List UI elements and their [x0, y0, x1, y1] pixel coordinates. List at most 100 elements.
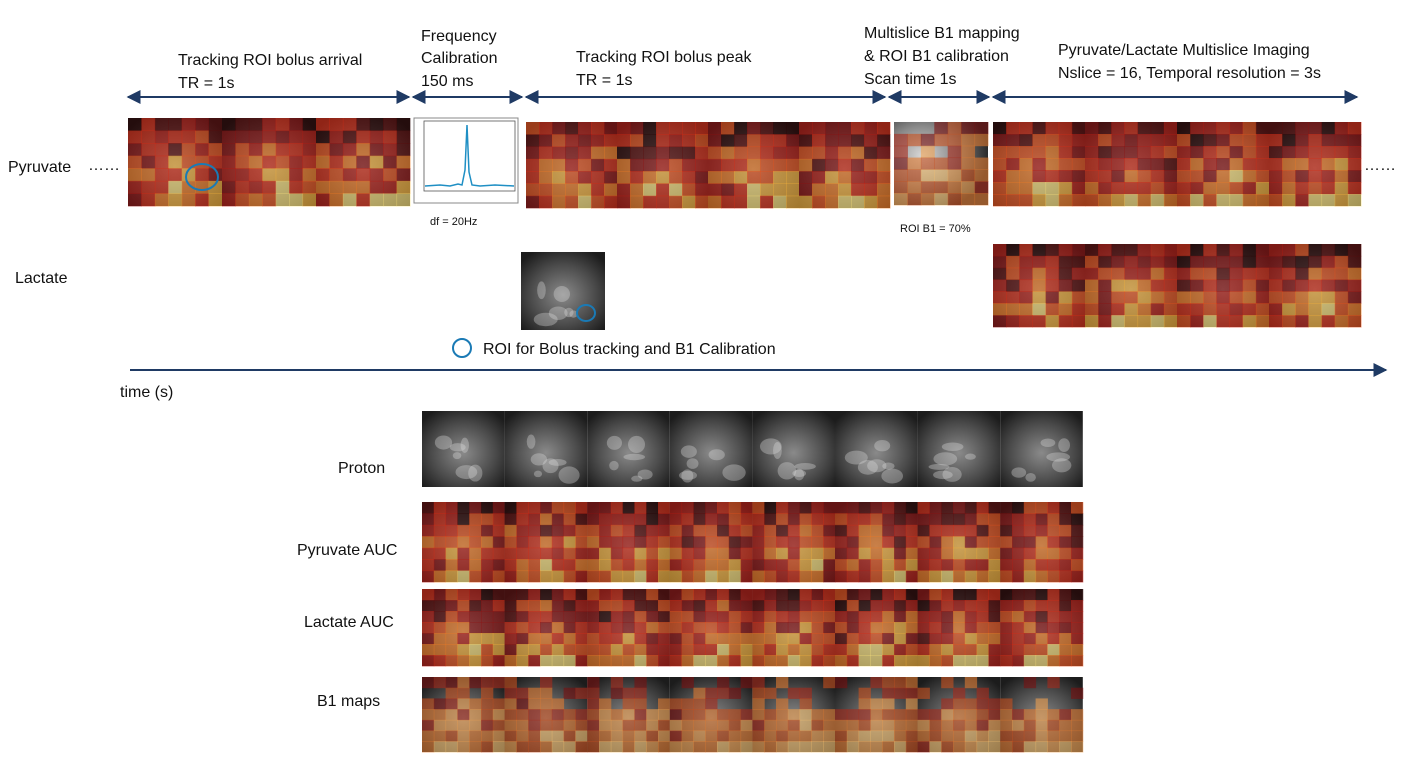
map-cell	[799, 644, 812, 656]
map-cell	[1085, 291, 1099, 304]
map-cell	[481, 741, 494, 753]
image-tile	[587, 677, 671, 753]
map-cell	[275, 143, 290, 157]
map-cell	[693, 622, 706, 634]
map-cell	[894, 622, 907, 634]
map-cell	[870, 677, 883, 689]
map-cell	[1190, 194, 1204, 207]
map-cell	[469, 719, 482, 732]
map-cell	[646, 622, 659, 634]
map-cell	[289, 168, 304, 182]
map-cell	[622, 698, 635, 710]
map-cell	[1000, 536, 1013, 549]
map-cell	[369, 130, 384, 144]
map-cell	[563, 633, 576, 645]
map-cell	[811, 730, 824, 742]
map-cell	[1032, 146, 1047, 159]
map-cell	[516, 698, 529, 710]
map-cell	[540, 524, 553, 537]
dots: ……	[1364, 157, 1396, 174]
map-cell	[1255, 194, 1270, 207]
map-cell	[1321, 255, 1336, 269]
tissue	[628, 435, 646, 454]
map-cell	[1071, 633, 1084, 645]
map-cell	[964, 547, 978, 560]
map-cell	[740, 719, 753, 732]
map-cell	[141, 130, 156, 144]
map-cell	[630, 171, 644, 184]
map-cell	[1137, 122, 1152, 135]
map-cell	[587, 589, 600, 601]
map-cell	[823, 709, 836, 721]
map-cell	[953, 570, 966, 583]
map-cell	[1000, 719, 1013, 732]
map-cell	[551, 719, 565, 732]
map-cell	[516, 719, 529, 732]
map-cell	[369, 168, 384, 182]
map-cell	[705, 741, 718, 753]
map-cell	[622, 502, 635, 514]
map-cell	[728, 559, 742, 572]
map-cell	[811, 644, 824, 656]
map-cell	[823, 730, 836, 742]
map-cell	[356, 155, 371, 169]
map-cell	[838, 134, 852, 148]
map-cell	[168, 180, 183, 194]
map-cell	[740, 513, 753, 526]
map-cell	[835, 600, 848, 612]
map-cell	[262, 118, 277, 132]
map-cell	[929, 547, 942, 560]
map-cell	[1203, 267, 1217, 281]
map-cell	[1163, 182, 1178, 195]
map-cell	[1190, 182, 1204, 195]
tissue	[460, 437, 469, 453]
map-cell	[669, 134, 683, 148]
map-cell	[587, 547, 600, 560]
map-cell	[870, 513, 883, 526]
map-cell	[1006, 146, 1020, 159]
map-cell	[669, 730, 683, 742]
map-cell	[551, 622, 565, 634]
map-cell	[610, 570, 624, 583]
map-cell	[776, 502, 789, 514]
map-cell	[646, 719, 659, 732]
map-cell	[764, 513, 777, 526]
map-cell	[1137, 291, 1152, 304]
map-cell	[563, 730, 576, 742]
map-cell	[717, 589, 730, 601]
map-cell	[705, 730, 718, 742]
map-cell	[1071, 513, 1084, 526]
image-tile	[128, 118, 223, 207]
map-cell	[168, 130, 183, 144]
map-cell	[934, 122, 949, 135]
map-cell	[1255, 122, 1270, 135]
map-cell	[658, 559, 671, 572]
map-cell	[858, 570, 871, 583]
map-cell	[693, 611, 706, 623]
map-cell	[787, 719, 801, 732]
map-cell	[717, 502, 730, 514]
map-cell	[433, 698, 447, 710]
map-cell	[988, 547, 1001, 560]
map-cell	[552, 146, 566, 160]
map-cell	[383, 193, 398, 207]
map-cell	[1229, 279, 1244, 292]
map-cell	[941, 655, 954, 667]
map-cell	[445, 502, 458, 514]
map-cell	[787, 633, 801, 645]
map-cell	[433, 709, 447, 721]
map-cell	[681, 559, 694, 572]
map-cell	[693, 600, 706, 612]
map-cell	[634, 502, 647, 514]
map-cell	[141, 168, 156, 182]
map-cell	[1269, 279, 1283, 292]
map-cell	[658, 502, 671, 514]
map-cell	[669, 536, 683, 549]
map-cell	[835, 502, 848, 514]
map-cell	[947, 169, 962, 182]
map-cell	[195, 155, 210, 169]
map-cell	[646, 536, 659, 549]
map-cell	[846, 547, 860, 560]
map-cell	[610, 513, 624, 526]
map-cell	[786, 183, 800, 197]
